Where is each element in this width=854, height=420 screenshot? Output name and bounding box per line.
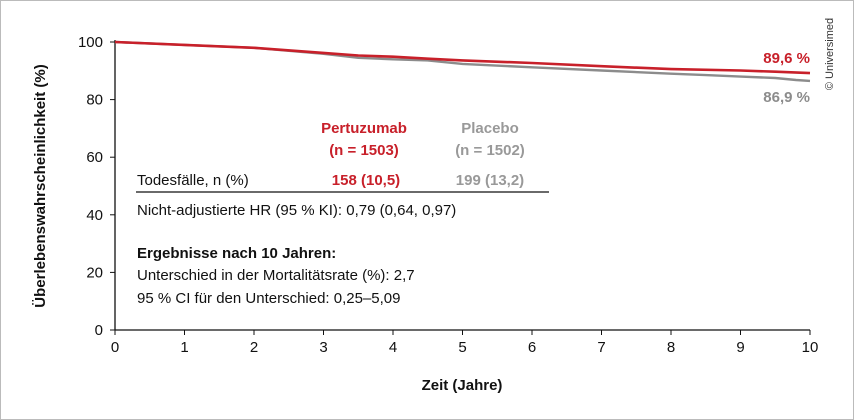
copyright: © Universimed — [824, 17, 836, 91]
y-axis-label: Überlebenswahrscheinlichkeit (%) — [32, 64, 49, 307]
placebo-deaths: 199 (13,2) — [456, 172, 524, 189]
pertuzumab-deaths: 158 (10,5) — [332, 172, 400, 189]
x-tick-label: 0 — [111, 339, 119, 356]
x-tick-label: 5 — [458, 339, 466, 356]
x-tick-label: 4 — [389, 339, 397, 356]
pertuzumab-end-label: 89,6 % — [763, 50, 810, 67]
x-tick-label: 1 — [180, 339, 188, 356]
results-title: Ergebnisse nach 10 Jahren: — [137, 245, 336, 262]
y-tick-label: 60 — [86, 149, 103, 166]
x-tick-label: 7 — [597, 339, 605, 356]
x-axis-label: Zeit (Jahre) — [422, 377, 503, 394]
y-tick-label: 40 — [86, 207, 103, 224]
y-tick-label: 80 — [86, 92, 103, 109]
x-tick-label: 9 — [736, 339, 744, 356]
x-tick-label: 8 — [667, 339, 675, 356]
pertuzumab-curve — [114, 40, 811, 75]
x-tick-label: 6 — [528, 339, 536, 356]
deaths-label: Todesfälle, n (%) — [137, 172, 249, 189]
placebo-header: Placebo — [461, 120, 519, 137]
pertuzumab-header: Pertuzumab — [321, 120, 407, 137]
placebo-n: (n = 1502) — [455, 142, 525, 159]
pertuzumab-n: (n = 1503) — [329, 142, 399, 159]
mortality-difference: Unterschied in der Mortalitätsrate (%): … — [137, 267, 415, 284]
summary-table: Pertuzumab (n = 1503) Placebo (n = 1502)… — [136, 120, 549, 307]
y-tick-label: 0 — [95, 322, 103, 339]
y-tick-label: 100 — [78, 34, 103, 51]
x-tick-label: 10 — [802, 339, 819, 356]
hazard-ratio: Nicht-adjustierte HR (95 % KI): 0,79 (0,… — [137, 202, 456, 219]
difference-ci: 95 % CI für den Unterschied: 0,25–5,09 — [137, 290, 401, 307]
y-tick-label: 20 — [86, 264, 103, 281]
placebo-end-label: 86,9 % — [763, 89, 810, 106]
x-tick-label: 2 — [250, 339, 258, 356]
x-tick-label: 3 — [319, 339, 327, 356]
